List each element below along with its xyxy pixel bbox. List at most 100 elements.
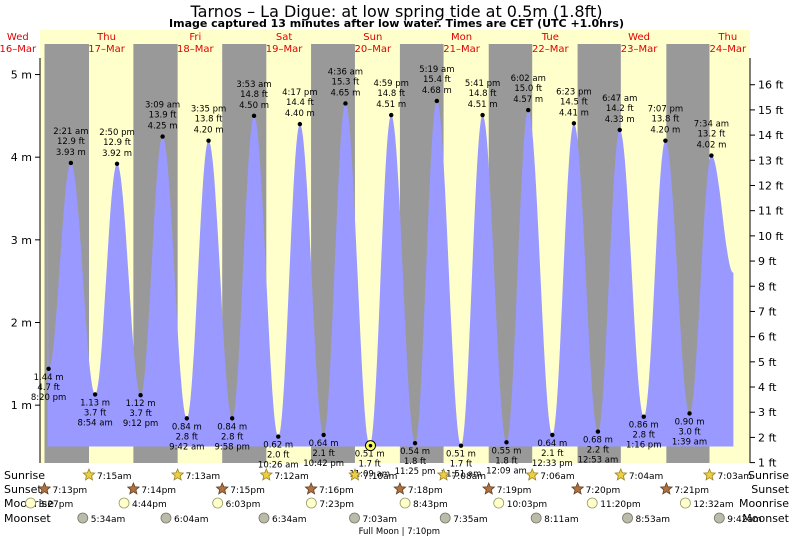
low-tide-time: 9:12 pm [123,419,158,429]
high-tide-time: 6:02 am [511,74,546,84]
day-date: 19–Mar [266,44,303,55]
high-tide-point [434,98,440,104]
high-tide-metres: 4.02 m [696,141,726,151]
high-tide-metres: 4.50 m [239,101,269,111]
low-tide-feet: 2.8 ft [221,432,244,442]
moonrise-time: 10:03pm [507,500,547,510]
day-labels: Wed16–MarThu17–MarFri18–MarSat19–MarSun2… [0,32,747,55]
moonset-time: 8:53am [636,515,671,525]
right-tick-label: 10 ft [758,230,784,243]
sun-star-icon [82,467,96,481]
day-name: Thu [717,32,737,43]
low-tide-point [504,440,509,445]
sun-star-icon [702,467,717,481]
high-tide-point [480,112,485,118]
high-tide-feet: 12.9 ft [57,137,85,147]
high-tide-time: 5:19 am [419,65,454,75]
low-tide-metres: 0.84 m [217,422,247,432]
high-tide-feet: 14.5 ft [560,97,588,107]
sunset-label-left: Sunset [4,483,42,496]
day-name: Mon [451,32,472,43]
sunrise-time: 7:08am [452,472,487,482]
moonset-time: 6:04am [174,515,209,525]
low-tide-time: 11:51 am [441,470,482,480]
left-tick-label: 3 m [11,234,32,247]
high-tide-point [663,138,668,143]
day-name: Wed [7,32,29,43]
high-tide-metres: 4.20 m [650,126,680,136]
day-name: Tue [541,32,559,43]
chart-subtitle: Image captured 13 minutes after low wate… [169,17,624,30]
sun-star-icon [259,467,273,481]
high-tide-time: 6:23 pm [556,87,591,97]
sun-star-icon [614,467,628,481]
low-tide-time: 11:09 am [349,470,390,480]
low-tide-time: 12:09 am [486,466,527,476]
high-tide-feet: 14.8 ft [469,89,497,99]
day-date: 20–Mar [355,44,392,55]
day-date: 23–Mar [621,44,658,55]
moonset-time: 9:42am [727,515,762,525]
moonrise-time: 8:43pm [413,500,448,510]
low-tide-time: 10:26 am [258,461,299,471]
high-tide-feet: 14.8 ft [377,89,405,99]
sun-star-icon [393,481,407,495]
high-tide-time: 3:35 pm [191,105,226,115]
left-tick-label: 4 m [11,151,32,164]
low-tide-time: 8:54 am [77,418,112,428]
low-tide-feet: 1.7 ft [358,460,381,470]
low-tide-feet: 2.1 ft [312,449,335,459]
low-tide-feet: 4.7 ft [37,383,60,393]
low-tide-time: 9:42 am [169,442,204,452]
right-tick-label: 14 ft [758,129,784,142]
low-tide-feet: 2.8 ft [176,432,199,442]
high-tide-feet: 13.9 ft [149,111,177,121]
sunrise-time: 7:12am [274,472,309,482]
moonrise-icon [493,497,505,509]
moonrise-icon [118,497,130,509]
low-tide-time: 1:39 am [672,437,707,447]
low-tide-point [138,393,143,398]
high-tide-metres: 4.41 m [559,108,589,118]
low-tide-metres: 0.62 m [263,441,293,451]
low-tide-metres: 0.64 m [309,439,339,449]
sun-star-icon [37,481,52,495]
low-tide-feet: 1.8 ft [404,457,427,467]
high-tide-time: 6:47 am [602,94,637,104]
moonrise-icon [305,497,317,509]
moonrise-icon [679,497,691,509]
high-tide-point [343,101,348,106]
tide-area-layer [47,101,734,447]
high-tide-metres: 3.92 m [102,149,132,159]
moonrise-time: 11:20pm [600,500,640,510]
day-name: Fri [189,32,201,43]
high-tide-metres: 4.65 m [330,88,360,98]
day-date: 18–Mar [177,44,214,55]
right-tick-label: 11 ft [758,205,784,218]
high-tide-time: 4:36 am [328,67,363,77]
sunrise-time: 7:04am [629,472,664,482]
moonset-time: 7:35am [453,515,488,525]
right-tick-label: 3 ft [758,406,777,419]
high-tide-time: 4:17 pm [282,88,317,98]
moonset-icon [622,512,633,524]
low-tide-metres: 0.51 m [446,450,476,460]
low-tide-point [550,432,555,438]
sunrise-time: 7:13am [186,472,221,482]
astro-rows: SunriseSunriseSunsetSunsetMoonriseMoonri… [4,467,790,537]
high-tide-feet: 15.3 ft [332,77,360,87]
low-tide-metres: 0.55 m [492,446,522,456]
high-tide-point [160,134,165,139]
moonrise-time: 3:27pm [39,500,74,510]
sun-star-icon [304,481,318,495]
left-tick-label: 5 m [11,69,32,82]
sun-star-icon [126,481,141,495]
low-tide-point [229,416,235,421]
low-tide-metres: 0.84 m [172,422,202,432]
sun-star-icon [436,467,451,481]
low-tide-time: 9:58 pm [214,442,249,452]
day-date: 22–Mar [532,44,569,55]
sun-star-icon [481,481,496,495]
